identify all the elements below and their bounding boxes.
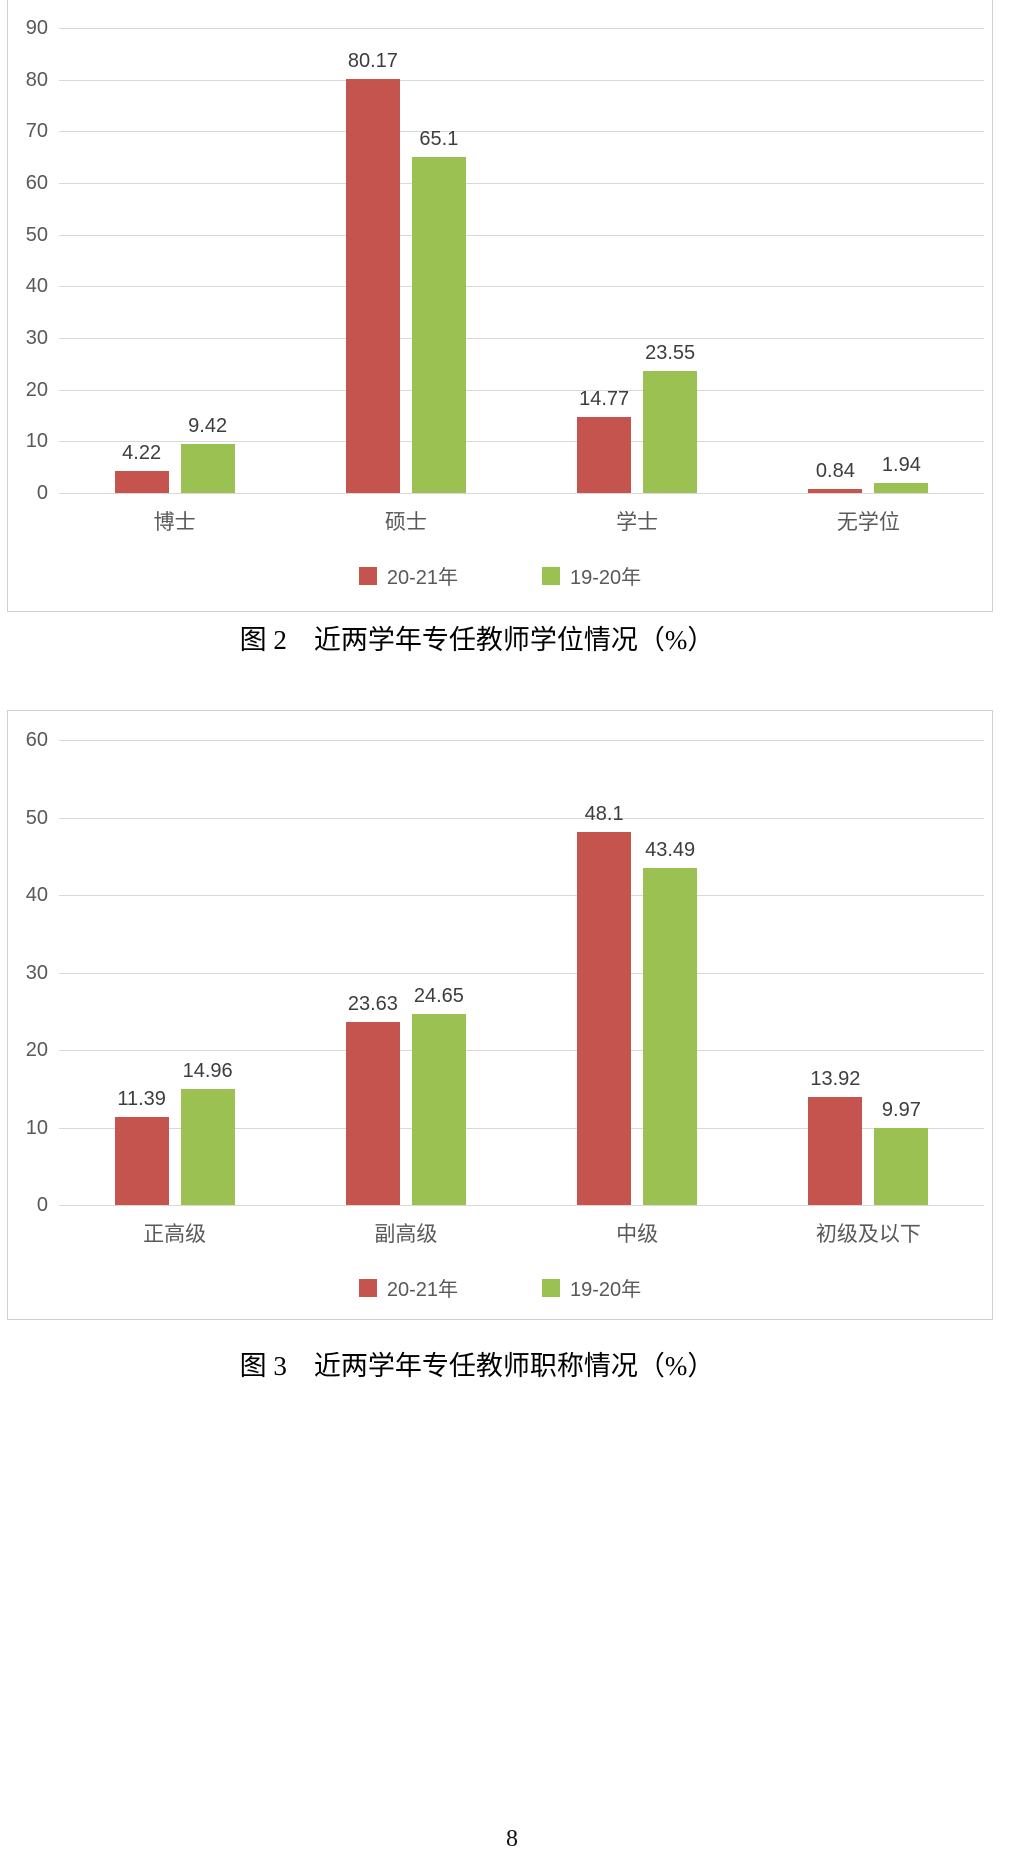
data-label: 24.65 — [413, 984, 464, 1007]
legend-swatch-icon — [358, 1278, 377, 1297]
gridline — [59, 79, 984, 81]
y-tick-label: 30 — [25, 961, 48, 984]
bar-19-20年 — [180, 1089, 235, 1205]
category-label: 学士 — [616, 511, 659, 534]
bar-20-21年 — [577, 832, 632, 1205]
y-tick-label: 50 — [25, 806, 48, 829]
bar-19-20年 — [643, 371, 698, 493]
bar-20-21年 — [345, 78, 400, 493]
y-tick-label: 10 — [25, 430, 48, 453]
y-tick-label: 90 — [25, 17, 48, 39]
y-tick-label: 70 — [25, 120, 48, 143]
y-tick-label: 40 — [25, 275, 48, 298]
legend-label: 20-21年 — [386, 1279, 458, 1301]
gridline — [59, 817, 984, 819]
gridline — [59, 389, 984, 391]
figure-2-caption: 图 2 近两学年专任教师学位情况（%） — [239, 625, 715, 655]
gridline — [59, 234, 984, 236]
figure-3-chart: 0 10 20 30 40 50 60 11.39 14.96 正高级 23.63 24.65 副高级 4… — [7, 710, 993, 1320]
bar-20-21年 — [577, 416, 632, 493]
bar-20-21年 — [114, 471, 169, 493]
bar-19-20年 — [180, 444, 235, 493]
gridline — [59, 28, 984, 29]
data-label: 14.96 — [182, 1060, 233, 1083]
legend-item: 19-20年 — [542, 561, 641, 590]
y-tick-label: 20 — [25, 378, 48, 401]
legend-swatch-icon — [358, 566, 377, 585]
legend-swatch-icon — [542, 1278, 560, 1297]
y-tick-label: 60 — [25, 172, 48, 194]
y-tick-label: 50 — [25, 223, 48, 246]
legend-label: 19-20年 — [570, 1279, 642, 1301]
y-tick-label: 10 — [25, 1116, 48, 1139]
figure-2-chart: 0 10 20 30 40 50 60 70 80 90 4.22 9.42 博士 80.17 65.1 硕士… — [7, 0, 993, 612]
category-label: 副高级 — [374, 1223, 438, 1246]
bar-19-20年 — [874, 1127, 929, 1205]
data-label: 9.42 — [188, 415, 228, 438]
data-label: 11.39 — [117, 1087, 166, 1110]
y-tick-label: 0 — [36, 482, 48, 504]
legend-swatch-icon — [542, 566, 560, 585]
category-label: 博士 — [153, 511, 196, 534]
data-label: 65.1 — [419, 127, 459, 150]
data-label: 23.55 — [645, 342, 696, 365]
bar-20-21年 — [345, 1021, 400, 1205]
category-label: 正高级 — [143, 1223, 207, 1246]
gridline — [59, 183, 984, 184]
category-label: 中级 — [616, 1223, 659, 1246]
gridline — [59, 338, 984, 339]
legend-label: 20-21年 — [386, 567, 458, 589]
gridline — [59, 895, 984, 896]
x-axis-line — [59, 493, 984, 494]
gridline — [59, 441, 984, 443]
data-label: 1.94 — [881, 453, 921, 476]
gridline — [59, 740, 984, 741]
data-label: 0.84 — [815, 459, 855, 482]
data-label: 13.92 — [810, 1068, 861, 1091]
y-tick-label: 20 — [25, 1039, 48, 1061]
gridline — [59, 131, 984, 133]
legend: 20-21年 19-20年 — [8, 561, 992, 590]
legend-item: 19-20年 — [542, 1273, 641, 1302]
data-label: 48.1 — [584, 803, 624, 826]
bar-20-21年 — [808, 488, 863, 493]
bar-19-20年 — [411, 1013, 466, 1205]
bar-19-20年 — [411, 156, 466, 493]
plot-area: 0 10 20 30 40 50 60 11.39 14.96 正高级 23.63 24.65 副高级 4… — [8, 711, 992, 1319]
data-label: 23.63 — [347, 992, 398, 1015]
bar-19-20年 — [874, 482, 929, 493]
category-label: 硕士 — [384, 511, 427, 534]
bar-19-20年 — [643, 867, 698, 1205]
y-tick-label: 60 — [25, 729, 48, 751]
legend-label: 19-20年 — [570, 567, 642, 589]
legend: 20-21年 19-20年 — [8, 1273, 992, 1302]
gridline — [59, 1050, 984, 1051]
category-label: 初级及以下 — [815, 1223, 921, 1246]
gridline — [59, 286, 984, 288]
legend-item: 20-21年 — [358, 1273, 458, 1302]
data-label: 14.77 — [579, 387, 630, 410]
bar-20-21年 — [114, 1116, 169, 1205]
y-tick-label: 30 — [25, 327, 48, 349]
y-tick-label: 80 — [25, 68, 48, 91]
plot-area: 0 10 20 30 40 50 60 70 80 90 4.22 9.42 博士 80.17 65.1 硕士… — [8, 0, 992, 611]
data-label: 80.17 — [347, 49, 398, 72]
legend-item: 20-21年 — [358, 561, 458, 590]
figure-3-caption: 图 3 近两学年专任教师职称情况（%） — [239, 1351, 715, 1381]
data-label: 4.22 — [122, 442, 162, 465]
page-number: 8 — [506, 1826, 518, 1852]
bar-20-21年 — [808, 1097, 863, 1205]
x-axis-line — [59, 1205, 984, 1206]
y-tick-label: 40 — [25, 884, 48, 906]
category-label: 无学位 — [836, 511, 900, 534]
data-label: 43.49 — [645, 838, 696, 861]
gridline — [59, 1127, 984, 1129]
y-tick-label: 0 — [36, 1194, 48, 1216]
data-label: 9.97 — [881, 1098, 921, 1121]
gridline — [59, 972, 984, 974]
